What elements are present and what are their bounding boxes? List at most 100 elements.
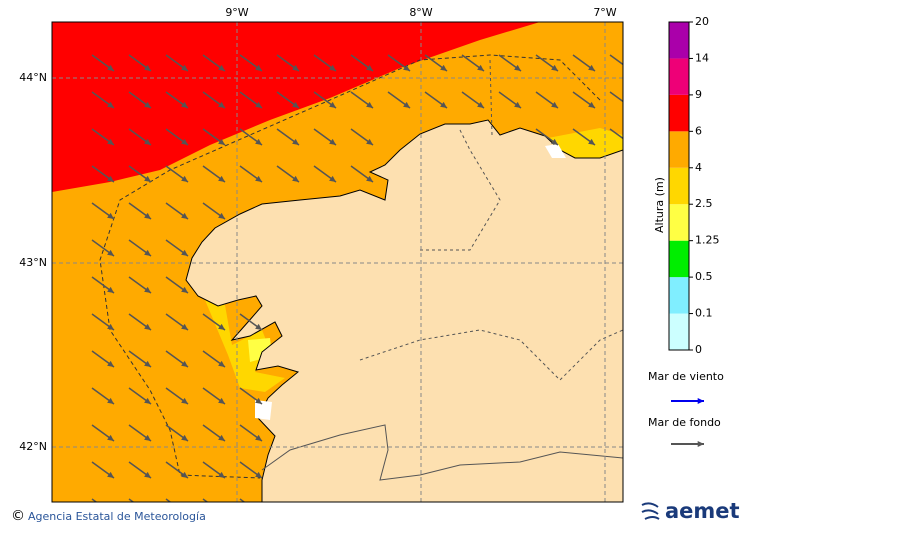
arrow-head [551,64,558,71]
arrow-head [292,138,299,145]
province-border [489,59,493,136]
arrow-head [588,101,595,108]
arrow-head [329,64,336,71]
colorbar-swatch [669,167,689,205]
arrow-head [218,397,225,404]
arrow-head [181,64,188,71]
arrow-head [697,397,704,405]
arrow-head [477,101,484,108]
arrow-head [255,509,262,515]
arrow-head [218,434,225,441]
arrow-head [181,249,188,256]
arrow-head [181,175,188,182]
colorbar-label: 20 [695,15,709,28]
colorbar-title: Altura (m) [653,177,666,233]
arrow-head [551,101,558,108]
arrow-head [218,175,225,182]
arrow-head [329,175,336,182]
arrow-head [181,360,188,367]
arrow-head [255,64,262,71]
arrow-head [107,360,114,367]
arrow-shaft [609,128,623,140]
arrow-head [144,323,151,330]
arrow-head [144,434,151,441]
colorbar-label: 0.1 [695,307,713,320]
arrow-head [625,102,632,108]
arrow-head [292,175,299,182]
arrow-head [144,101,151,108]
arrow-head [218,360,225,367]
arrow-head [218,509,225,515]
colorbar: 0 0.1 0.5 1.25 2.5 4 6 9 14 20 [668,15,720,356]
arrow-head [181,212,188,219]
arrow-head [107,138,114,145]
colorbar-swatch [669,58,689,95]
colorbar-label: 6 [695,124,702,137]
arrow-head [144,249,151,256]
arrow-head [477,64,484,71]
colorbar-frame [668,21,690,351]
arrow-head [625,65,632,71]
arrow-head [329,138,336,145]
arrow-head [292,64,299,71]
arrow-head [366,64,373,71]
arrow-head [329,101,336,108]
arrow-head [218,138,225,145]
arrow-head [440,64,447,71]
arrow-head [255,434,262,441]
arrow-head [181,397,188,404]
arrow-head [181,434,188,441]
sea-2.5-4 [195,278,285,392]
arrow-head [292,101,299,108]
arrow-head [181,286,188,293]
arrow-head [403,64,410,71]
arrow-head [366,101,373,108]
arrow-shaft [609,54,623,66]
colorbar-swatch [669,277,689,314]
lat-label: 42°N [19,440,47,453]
colorbar-label: 0 [695,343,702,356]
arrow-head [107,101,114,108]
arrow-shaft [609,91,623,103]
arrow-head [366,138,373,145]
arrow-head [107,249,114,256]
colorbar-label: 4 [695,161,702,174]
arrow-head [144,175,151,182]
arrow-head [218,64,225,71]
arrow-head [144,64,151,71]
arrows [91,54,632,515]
arrow-head [144,397,151,404]
arrow-head [107,397,114,404]
arrow-head [403,101,410,108]
arrow-head [514,101,521,108]
lat-label: 43°N [19,256,47,269]
map-frame [51,21,624,503]
border [261,424,623,481]
colorbar-swatch [669,94,689,132]
arrow-head [107,434,114,441]
lat-label: 44°N [19,71,47,84]
lon-label: 7°W [593,6,616,19]
arrow-head [218,101,225,108]
arrow-head [440,101,447,108]
arrow-head [107,471,114,478]
logo-icon [641,502,660,520]
arrow-head [144,138,151,145]
zone-border [99,54,601,479]
arrow-head [107,175,114,182]
arrow-head [181,138,188,145]
colorbar-label: 2.5 [695,197,713,210]
copyright: © [11,508,25,524]
colorbar-swatch [669,313,689,350]
arrow-head [366,175,373,182]
colorbar-swatch [669,240,689,278]
lon-label: 9°W [225,6,248,19]
lon-label: 8°W [409,6,432,19]
arrow-head [181,471,188,478]
arrow-head [107,64,114,71]
credit: Agencia Estatal de Meteorología [28,510,206,523]
arrow-head [107,323,114,330]
province-border [420,129,501,251]
arrow-head [144,471,151,478]
